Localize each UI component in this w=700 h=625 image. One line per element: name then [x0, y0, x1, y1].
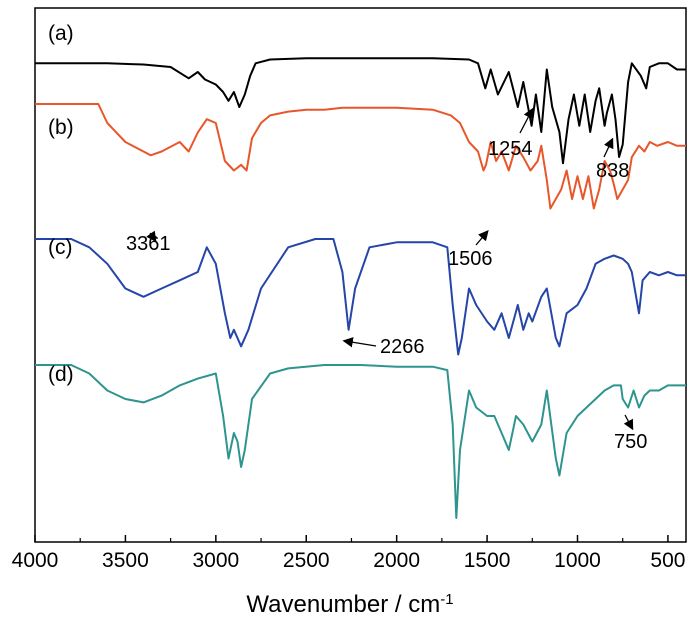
annotation-label: 1254	[488, 138, 533, 160]
series-line-d	[35, 364, 686, 519]
x-tick-label: 2500	[283, 549, 330, 572]
annotation-arrow	[342, 337, 377, 348]
annotation-label: 750	[614, 431, 647, 453]
series-label-d: (d)	[48, 363, 74, 386]
x-axis-title: Wavenumber / cm-1	[246, 591, 453, 619]
annotation-label: 2266	[380, 336, 425, 358]
x-tick-label: 3500	[102, 549, 149, 572]
x-tick-label: 4000	[12, 549, 59, 572]
x-tick-label: 2000	[373, 549, 420, 572]
x-tick-label: 1500	[464, 549, 511, 572]
x-axis-title-superscript: -1	[440, 591, 453, 608]
annotation-arrow	[623, 414, 634, 431]
x-tick-label: 3000	[192, 549, 239, 572]
annotation-label: 1506	[448, 248, 493, 270]
series-label-c: (c)	[48, 236, 73, 259]
annotation-label: 3361	[126, 233, 171, 255]
x-tick-label: 500	[650, 549, 685, 572]
annotation-label: 838	[596, 160, 629, 182]
annotation-arrow	[146, 230, 157, 243]
series-lines	[35, 57, 686, 519]
series-line-a	[35, 57, 686, 165]
series-label-a: (a)	[48, 22, 74, 45]
series-label-b: (b)	[48, 116, 74, 139]
annotation-arrow	[519, 107, 534, 134]
series-line-c	[35, 238, 686, 356]
annotation-arrow	[475, 230, 489, 246]
series-labels: (a) (b) (c) (d)	[48, 22, 74, 386]
x-axis-ticks: 4000 3500 3000 2500 2000 1500 1000 500	[12, 535, 685, 572]
x-axis-title-text: Wavenumber / cm	[246, 591, 440, 618]
peak-annotations: 1254 838 3361 1506 2266 750	[126, 107, 647, 453]
series-line-b	[35, 103, 686, 210]
x-tick-label: 1000	[554, 549, 601, 572]
annotation-arrow	[603, 137, 614, 158]
